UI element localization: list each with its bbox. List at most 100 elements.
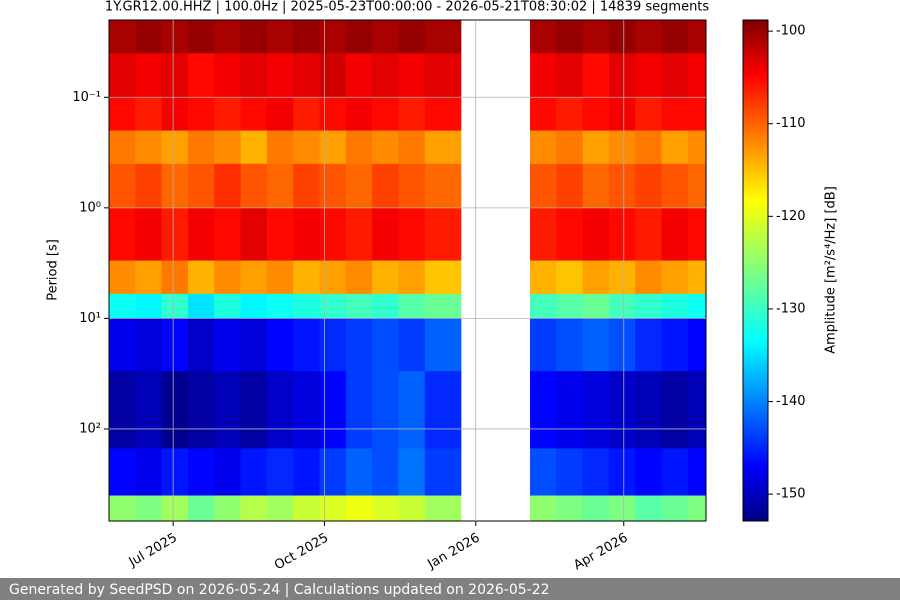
heat-cell — [556, 260, 584, 295]
heat-cell — [214, 163, 241, 209]
footer-bar — [0, 578, 900, 600]
heat-cell — [135, 207, 163, 261]
heat-cell — [109, 260, 136, 295]
heat-cell — [687, 293, 707, 319]
heat-cell — [424, 53, 462, 98]
heat-cell — [345, 448, 373, 496]
heat-cell — [187, 318, 215, 372]
heat-cell — [240, 163, 268, 209]
footer: Generated by SeedPSD on 2026-05-24 | Cal… — [9, 582, 550, 598]
heat-cell — [293, 448, 320, 496]
heat-cell — [240, 207, 268, 261]
heat-cell — [661, 293, 689, 319]
heat-cell — [161, 293, 189, 319]
heat-cell — [372, 97, 399, 131]
heat-cell — [135, 371, 163, 449]
heat-cell — [635, 448, 662, 496]
heat-cell — [530, 53, 557, 98]
heat-cell — [582, 293, 610, 319]
heat-cell — [530, 318, 557, 372]
heat-cell — [109, 293, 136, 319]
heat-cell — [687, 448, 707, 496]
heat-cell — [319, 130, 347, 165]
heat-cell — [214, 207, 241, 261]
heat-cell — [266, 20, 294, 54]
heat-cell — [240, 448, 268, 496]
heat-cell — [582, 20, 610, 54]
heat-cell — [608, 495, 636, 522]
heat-cell — [424, 207, 462, 261]
heat-cell — [319, 163, 347, 209]
heat-cell — [319, 448, 347, 496]
heat-cell — [530, 207, 557, 261]
heat-cell — [187, 495, 215, 522]
heat-cell — [530, 163, 557, 209]
heat-cell — [135, 163, 163, 209]
heat-cell — [556, 97, 584, 131]
heat-cell — [424, 20, 462, 54]
x-tick-label: Oct 2025 — [272, 531, 331, 574]
heat-cell — [582, 260, 610, 295]
heat-cell — [661, 20, 689, 54]
heat-cell — [608, 318, 636, 372]
heat-cell — [240, 97, 268, 131]
heat-cell — [661, 163, 689, 209]
heat-cell — [582, 318, 610, 372]
heat-cell — [187, 163, 215, 209]
heat-cell — [530, 495, 557, 522]
heat-cell — [161, 207, 189, 261]
heat-cell — [398, 207, 426, 261]
heat-cell — [661, 207, 689, 261]
heat-cell — [214, 495, 241, 522]
heat-cell — [608, 163, 636, 209]
heat-cell — [240, 260, 268, 295]
heat-cell — [161, 318, 189, 372]
heat-cell — [635, 318, 662, 372]
heat-cell — [187, 207, 215, 261]
heat-cell — [109, 20, 136, 54]
heat-cell — [293, 293, 320, 319]
heat-cell — [687, 130, 707, 165]
heat-cell — [266, 371, 294, 449]
colorbar-tick-label: -130 — [776, 301, 806, 316]
heat-cell — [345, 207, 373, 261]
heat-cell — [424, 293, 462, 319]
heat-cell — [424, 371, 462, 449]
heat-cell — [135, 293, 163, 319]
heat-cell — [240, 495, 268, 522]
colorbar — [742, 19, 769, 522]
heat-cell — [661, 130, 689, 165]
heat-cell — [109, 495, 136, 522]
heat-cell — [345, 163, 373, 209]
heat-cell — [109, 207, 136, 261]
heat-cell — [582, 163, 610, 209]
heat-cell — [135, 53, 163, 98]
heat-cell — [556, 53, 584, 98]
heat-cell — [635, 130, 662, 165]
heat-cell — [266, 495, 294, 522]
heat-cell — [161, 495, 189, 522]
heat-cell — [187, 448, 215, 496]
heat-cell — [109, 130, 136, 165]
y-tick-label: 10⁻¹ — [72, 90, 101, 105]
heat-cell — [556, 371, 584, 449]
heat-cell — [319, 260, 347, 295]
heat-cell — [240, 130, 268, 165]
heat-cell — [687, 53, 707, 98]
heat-cell — [556, 448, 584, 496]
heat-cell — [109, 53, 136, 98]
heat-cell — [608, 448, 636, 496]
heat-cell — [135, 448, 163, 496]
heat-cell — [635, 53, 662, 98]
heat-cell — [556, 318, 584, 372]
heat-cell — [161, 130, 189, 165]
heat-cell — [398, 293, 426, 319]
heat-cell — [424, 97, 462, 131]
heat-cell — [424, 318, 462, 372]
heat-cell — [635, 207, 662, 261]
heat-cell — [372, 318, 399, 372]
heat-cell — [266, 448, 294, 496]
heat-cell — [161, 371, 189, 449]
chart-title: 1Y.GR12.00.HHZ | 100.0Hz | 2025-05-23T00… — [105, 0, 710, 15]
